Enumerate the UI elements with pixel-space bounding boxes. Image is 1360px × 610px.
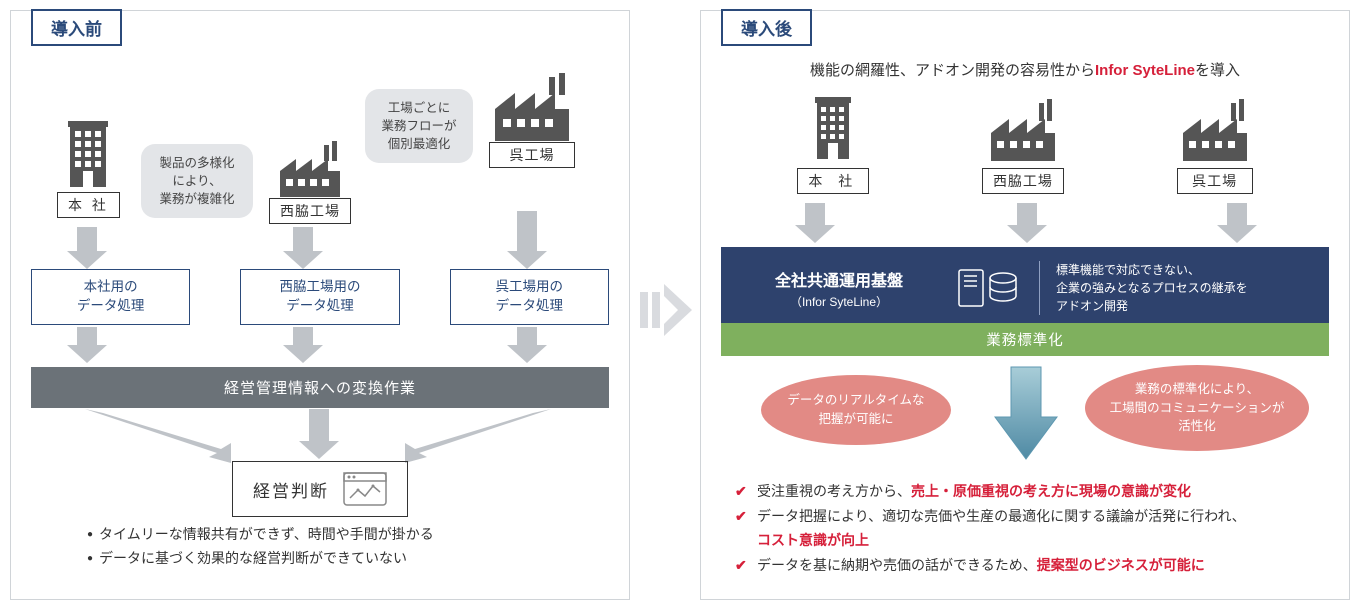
navy-sub: （Infor SyteLine） [739,293,939,310]
check-item: 受注重視の考え方から、売上・原価重視の考え方に現場の意識が変化 [735,479,1329,504]
dbox-row: 本社用の データ処理 西脇工場用の データ処理 呉工場用の データ処理 [11,269,629,325]
site-kure-label: 呉工場 [489,142,575,168]
after-panel: 導入後 機能の網羅性、アドオン開発の容易性からInfor SyteLineを導入… [700,10,1350,600]
after-title: 導入後 [721,9,812,46]
building-icon [58,117,118,195]
arrows-to-navy [701,199,1351,247]
pink-communication: 業務の標準化により、 工場間のコミュニケーションが 活性化 [1085,365,1309,451]
arrows-to-dbox [11,211,631,271]
before-panel: 導入前 本 社 製品の多様化 により、 業務が複雑化 西脇工場 工場ごとに 業務… [10,10,630,600]
before-bullets: タイムリーな情報共有ができず、時間や手間が掛かる データに基づく効果的な経営判断… [81,523,434,571]
graybar: 経営管理情報への変換作業 [31,367,609,408]
blue-arrow-down [991,363,1061,463]
arrows-converge [11,405,631,465]
factory-icon [985,93,1061,165]
navy-title-block: 全社共通運用基盤 （Infor SyteLine） [739,267,939,310]
check-item: データ把握により、適切な売価や生産の最適化に関する議論が活発に行われ、コスト意識… [735,504,1329,553]
site-hq: 本 社 [57,117,120,218]
bubble-complexity: 製品の多様化 により、 業務が複雑化 [141,144,253,218]
headline-product: Infor SyteLine [1095,62,1195,79]
building-icon [805,93,861,165]
pink-realtime: データのリアルタイムな 把握が可能に [761,375,951,445]
bubble-flow: 工場ごとに 業務フローが 個別最適化 [365,89,473,163]
site-hq: 本 社 [797,93,869,194]
bullet-item: データに基づく効果的な経営判断ができていない [87,547,434,571]
transition-arrow [640,280,694,340]
site-kure: 呉工場 [489,73,575,168]
pink-row: データのリアルタイムな 把握が可能に 業務の標準化により、 工場間のコミュニケー… [721,361,1329,471]
factory-icon [1177,93,1253,165]
site-kure-label: 呉工場 [1177,168,1253,194]
after-headline: 機能の網羅性、アドオン開発の容易性からInfor SyteLineを導入 [701,59,1349,80]
dbox-kure: 呉工場用の データ処理 [450,269,609,325]
factory-icon [489,73,575,143]
judge-box: 経営判断 [232,461,408,517]
site-kure: 呉工場 [1177,93,1253,194]
factory-icon [274,141,346,199]
chart-icon [343,472,387,506]
after-sites-row: 本 社 西脇工場 呉工場 [701,93,1349,194]
check-list: 受注重視の考え方から、売上・原価重視の考え方に現場の意識が変化 データ把握により… [735,479,1329,577]
headline-suffix: を導入 [1195,62,1240,79]
site-nishiwaki-label: 西脇工場 [982,168,1064,194]
dbox-hq: 本社用の データ処理 [31,269,190,325]
site-hq-label: 本 社 [797,168,869,194]
arrows-to-graybar [11,321,631,367]
server-db-icon [957,266,1021,310]
navy-right-text: 標準機能で対応できない、 企業の強みとなるプロセスの継承を アドオン開発 [1039,261,1248,315]
before-title: 導入前 [31,9,122,46]
navy-platform: 全社共通運用基盤 （Infor SyteLine） 標準機能で対応できない、 企… [721,247,1329,329]
headline-prefix: 機能の網羅性、アドオン開発の容易性から [810,62,1095,79]
judge-row: 経営判断 [11,461,629,517]
site-nishiwaki: 西脇工場 [982,93,1064,194]
bullet-item: タイムリーな情報共有ができず、時間や手間が掛かる [87,523,434,547]
check-item: データを基に納期や売価の話ができるため、提案型のビジネスが可能に [735,553,1329,578]
navy-title: 全社共通運用基盤 [739,267,939,291]
greenbar: 業務標準化 [721,323,1329,356]
judge-label: 経営判断 [253,477,329,502]
before-sites-row: 本 社 製品の多様化 により、 業務が複雑化 西脇工場 工場ごとに 業務フローが… [11,59,629,229]
dbox-nishiwaki: 西脇工場用の データ処理 [240,269,399,325]
